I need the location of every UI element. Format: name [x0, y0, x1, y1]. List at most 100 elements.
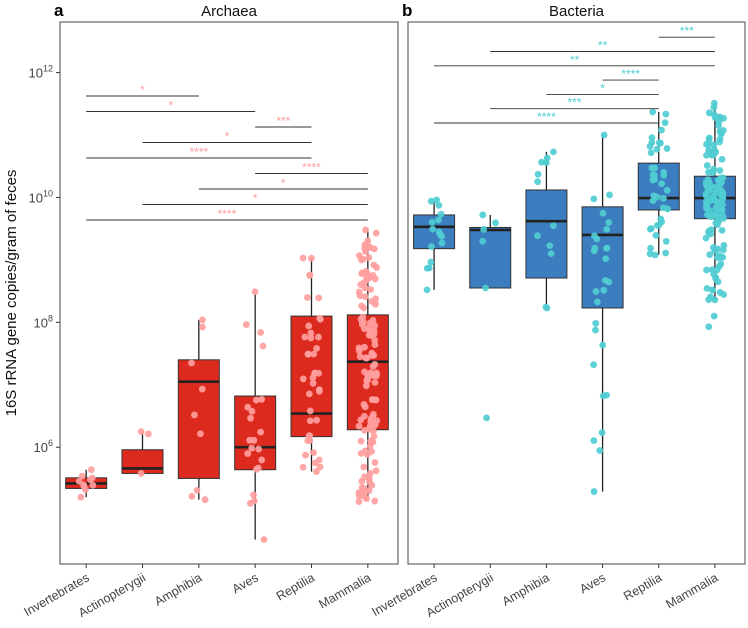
data-point: [257, 428, 265, 436]
data-point: [483, 414, 490, 422]
data-point: [78, 472, 86, 480]
significance-label: ***: [567, 96, 581, 110]
data-point: [653, 145, 661, 153]
data-point: [248, 407, 256, 415]
data-point: [364, 376, 371, 384]
x-tick-label-aves: Aves: [577, 570, 608, 596]
data-point: [648, 134, 656, 142]
data-point: [606, 191, 613, 199]
significance-label: *: [253, 192, 258, 206]
data-point: [704, 176, 712, 184]
data-point: [77, 493, 85, 501]
data-point: [199, 323, 206, 331]
data-point: [362, 268, 370, 275]
data-point: [363, 242, 370, 249]
data-point: [316, 463, 324, 471]
data-point: [712, 189, 719, 196]
data-point: [660, 168, 668, 176]
data-point: [305, 390, 313, 398]
data-point: [305, 322, 313, 330]
data-point: [360, 325, 368, 333]
plot-frame: [407, 21, 746, 565]
data-point: [360, 304, 368, 312]
data-point: [260, 536, 268, 544]
data-point: [144, 430, 152, 438]
panel-label: a: [54, 1, 64, 20]
data-point: [257, 329, 265, 336]
panel-title: Bacteria: [549, 3, 605, 20]
data-point: [359, 319, 366, 327]
data-point: [313, 344, 321, 352]
data-point: [299, 254, 307, 262]
data-point: [362, 382, 370, 390]
data-point: [372, 396, 380, 404]
data-point: [719, 253, 727, 261]
data-point: [253, 465, 260, 473]
data-point: [534, 232, 541, 240]
data-point: [371, 379, 379, 386]
data-point: [479, 211, 487, 219]
data-point: [247, 414, 254, 422]
data-point: [307, 334, 315, 342]
data-point: [304, 437, 312, 445]
data-point: [657, 215, 665, 223]
data-point: [355, 498, 363, 505]
data-point: [716, 135, 724, 143]
y-tick-label: 1012: [29, 64, 53, 81]
data-point: [250, 436, 258, 444]
data-point: [653, 221, 661, 229]
data-point: [599, 341, 607, 349]
box-reptilia: [637, 162, 680, 211]
significance-label: ****: [621, 67, 640, 81]
data-point: [590, 195, 598, 203]
data-point: [87, 466, 95, 474]
data-point: [703, 162, 711, 169]
data-point: [371, 341, 379, 348]
data-point: [75, 477, 83, 485]
data-point: [705, 296, 713, 304]
data-point: [717, 130, 725, 138]
data-point: [592, 319, 600, 327]
data-point: [647, 149, 655, 157]
data-point: [306, 271, 314, 279]
data-point: [137, 470, 145, 477]
significance-label: ****: [537, 110, 556, 124]
data-point: [253, 396, 260, 404]
data-point: [303, 294, 311, 301]
data-point: [649, 108, 657, 116]
data-point: [479, 237, 487, 245]
data-point: [646, 143, 654, 150]
data-point: [361, 284, 369, 292]
data-point: [715, 122, 722, 129]
data-point: [242, 321, 250, 328]
data-point: [197, 430, 204, 438]
data-point: [716, 167, 724, 174]
data-point: [258, 456, 266, 464]
data-point: [603, 225, 611, 233]
data-point: [368, 414, 375, 422]
data-point: [712, 183, 720, 191]
x-tick-label-reptilia: Reptilia: [274, 570, 317, 603]
data-point: [590, 361, 597, 369]
data-point: [720, 291, 728, 298]
data-point: [310, 449, 317, 456]
x-tick-label-amphibia: Amphibia: [152, 570, 204, 608]
data-point: [427, 258, 435, 266]
data-point: [361, 447, 369, 455]
data-point: [367, 286, 375, 293]
data-point: [258, 396, 266, 403]
data-point: [650, 192, 658, 200]
data-point: [188, 359, 195, 367]
data-point: [592, 326, 599, 334]
significance-label: **: [598, 39, 608, 53]
data-point: [361, 343, 368, 351]
data-point: [437, 210, 445, 218]
data-point: [710, 146, 718, 153]
plot-frame: [59, 21, 399, 565]
data-point: [429, 225, 437, 233]
data-point: [662, 110, 670, 118]
data-point: [714, 221, 721, 229]
x-tick-label-mammalia: Mammalia: [316, 570, 373, 611]
data-point: [362, 494, 370, 502]
data-point: [590, 437, 598, 444]
